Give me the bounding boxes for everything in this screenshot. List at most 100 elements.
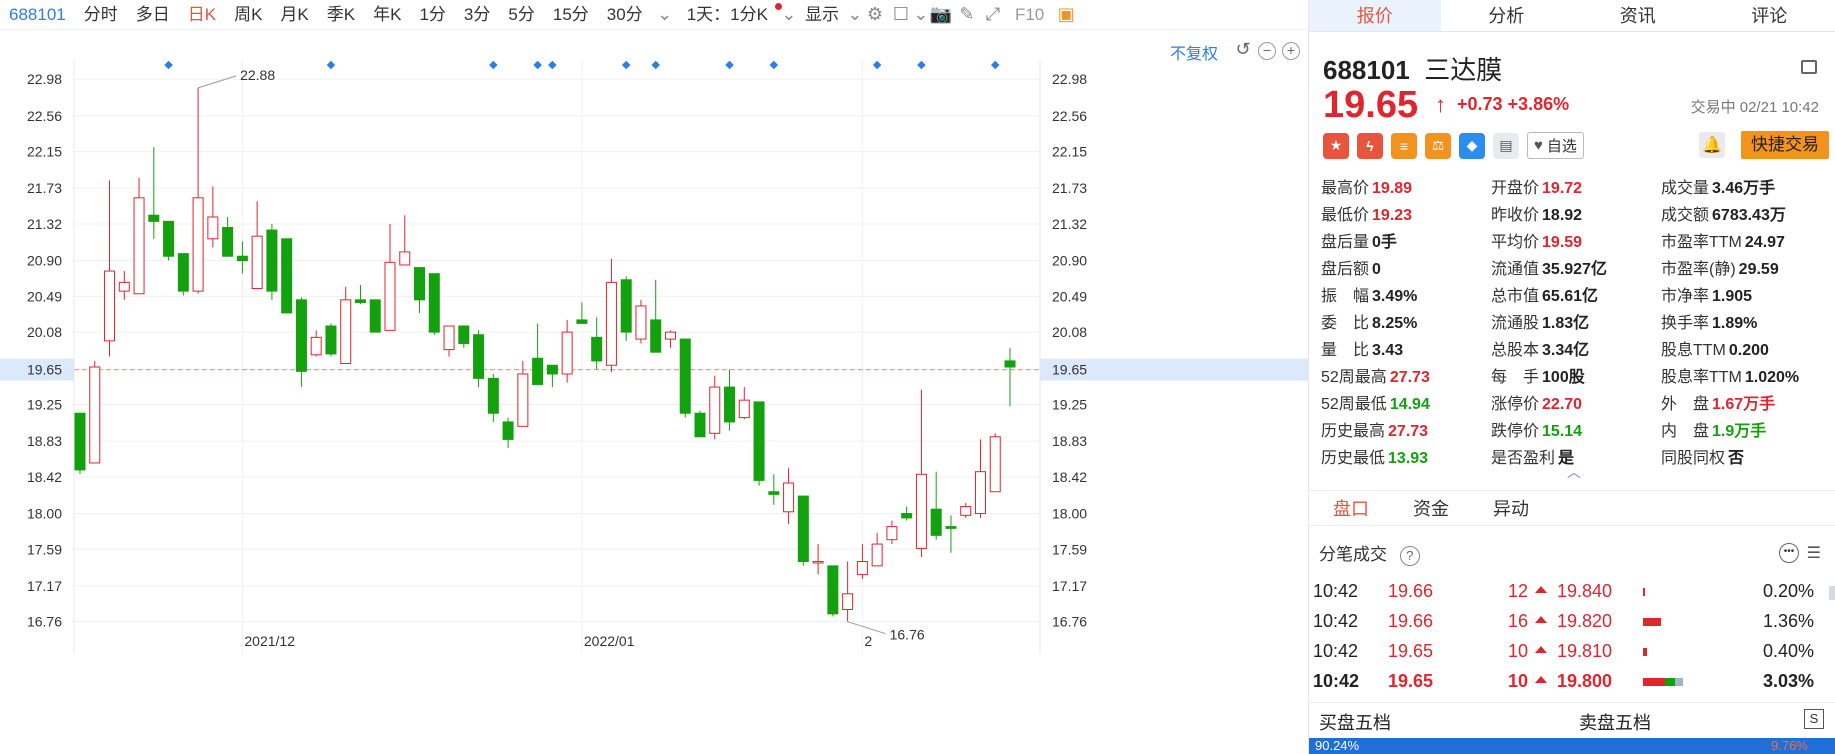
tick-ratio-bar <box>1643 648 1647 656</box>
stat-label: 是否盈利 <box>1491 449 1556 467</box>
stat-cell: 历史最低 13.93 <box>1321 444 1491 468</box>
candle-body <box>236 255 248 262</box>
stat-label: 成交额 <box>1661 206 1710 224</box>
adjust-mode-button[interactable]: 不复权 <box>1169 46 1218 63</box>
stat-value: 15.14 <box>1542 422 1583 440</box>
chevron-down-icon[interactable]: ⌄ <box>913 4 929 24</box>
camera-icon[interactable]: 📷 <box>929 4 953 24</box>
database-icon[interactable]: ≡ <box>1391 132 1417 159</box>
lightning-icon[interactable]: ϟ <box>1357 132 1383 159</box>
notes-icon[interactable]: ▤ <box>1493 132 1519 159</box>
stat-cell: 市盈率TTM 24.97 <box>1661 228 1831 252</box>
panel-tab[interactable]: 报价 <box>1309 0 1441 31</box>
kline-chart[interactable]: 不复权 ↺ − + 22.98 22.98 22.56 22.56 22.15 22.15… <box>0 34 1308 754</box>
period-tab[interactable]: 1分 <box>419 4 446 24</box>
sub-tab[interactable]: 异动 <box>1493 499 1529 519</box>
kline-svg: 22.98 22.98 22.56 22.56 22.15 22.15 21.73 21.73… <box>0 60 1308 654</box>
stat-cell: 最低价 19.23 <box>1321 201 1491 225</box>
stock-code: 688101 <box>1323 55 1410 85</box>
stat-value: 8.25% <box>1372 314 1418 332</box>
candle-body <box>443 325 455 351</box>
period-tab[interactable]: 5分 <box>508 4 535 24</box>
candle-body <box>591 336 603 362</box>
sub-tab[interactable]: 盘口 <box>1333 499 1369 519</box>
tag-icon[interactable]: ◆ <box>1459 132 1485 159</box>
y-tick-left: 22.15 <box>27 144 62 160</box>
period-tab[interactable]: 日K <box>187 4 217 24</box>
candle-body <box>222 226 234 257</box>
panel-tab[interactable]: 资讯 <box>1619 6 1656 26</box>
china-flag-icon[interactable]: ★ <box>1323 132 1349 159</box>
y-tick-left: 20.08 <box>27 324 62 340</box>
tick-price2: 19.800 <box>1557 671 1613 691</box>
candle-body <box>783 482 795 513</box>
y-tick-left: 22.56 <box>27 108 62 124</box>
interval-select[interactable]: 1天：1分K <box>686 4 768 24</box>
stat-label: 流通值 <box>1491 260 1540 278</box>
candle-body <box>384 261 396 331</box>
sub-tab[interactable]: 资金 <box>1413 499 1449 519</box>
candle-body <box>650 319 662 353</box>
scale-icon[interactable]: ⚖ <box>1425 132 1451 159</box>
period-tab[interactable]: 多日 <box>135 4 170 24</box>
candle-body <box>532 357 544 385</box>
quick-trade-button[interactable]: 快捷交易 <box>1741 131 1829 159</box>
panel-toggle-icon[interactable]: ▣ <box>1057 4 1075 24</box>
chevron-up-icon[interactable]: ︿ <box>1567 464 1581 480</box>
stat-cell: 成交量 3.46万手 <box>1661 174 1831 198</box>
stat-cell: 股息率TTM 1.020% <box>1661 363 1831 387</box>
settings-gear-icon[interactable]: ⚙ <box>866 4 884 24</box>
stat-value: 22.70 <box>1542 395 1583 413</box>
help-icon[interactable]: ? <box>1399 546 1420 566</box>
buy-five-label: 买盘五档 <box>1319 713 1391 733</box>
period-tab[interactable]: 分时 <box>83 4 118 24</box>
period-tab[interactable]: 周K <box>234 4 263 24</box>
stat-label: 涨停价 <box>1491 395 1540 413</box>
panel-tab[interactable]: 分析 <box>1488 6 1525 26</box>
chevron-down-icon[interactable]: ⌄ <box>847 4 863 24</box>
y-tick-right: 18.42 <box>1052 469 1087 485</box>
bell-icon[interactable]: 🔔 <box>1699 132 1725 158</box>
stat-cell: 盘后额 0 <box>1321 255 1491 279</box>
stat-row: 52周最高 27.73 每 手 100股 股息率TTM 1.020% <box>1321 361 1831 388</box>
period-tab[interactable]: 年K <box>373 4 402 24</box>
scrollbar-thumb[interactable] <box>1829 586 1835 600</box>
undo-icon[interactable]: ↺ <box>1235 39 1251 59</box>
period-tab[interactable]: 季K <box>326 4 356 24</box>
candle-body <box>473 334 485 379</box>
collapse-panel-icon[interactable] <box>1801 60 1817 74</box>
stat-label: 内 盘 <box>1661 422 1710 440</box>
watch-label: 自选 <box>1546 138 1577 155</box>
list-icon[interactable]: ☰ <box>1806 545 1821 562</box>
more-icon[interactable]: ••• <box>1779 543 1799 563</box>
candle-body <box>856 561 868 576</box>
stat-value: 0.200 <box>1728 341 1769 359</box>
stat-cell: 最高价 19.89 <box>1321 174 1491 198</box>
stat-row: 委 比 8.25% 流通股 1.83亿 换手率 1.89% <box>1321 307 1831 334</box>
period-tab[interactable]: 3分 <box>463 4 491 24</box>
zoom-in-icon[interactable]: + <box>1282 42 1300 60</box>
fullscreen-icon[interactable]: ⤢ <box>985 4 1001 24</box>
period-tab[interactable]: 30分 <box>606 4 643 24</box>
order-book-toggle-icon[interactable]: S <box>1804 709 1824 729</box>
chevron-down-icon[interactable]: ⌄ <box>781 4 797 24</box>
chevron-down-icon[interactable]: ⌄ <box>657 4 673 24</box>
y-tick-left: 16.76 <box>27 614 62 630</box>
stat-label: 历史最高 <box>1321 422 1386 440</box>
stat-cell: 总股本 3.34亿 <box>1491 336 1661 360</box>
panel-tab[interactable]: 评论 <box>1751 6 1788 26</box>
tick-time: 10:42 <box>1313 581 1359 601</box>
period-tab[interactable]: 15分 <box>552 4 589 24</box>
f10-button[interactable]: F10 <box>1014 4 1045 24</box>
display-menu[interactable]: 显示 <box>804 4 839 24</box>
stat-label: 成交量 <box>1661 179 1710 197</box>
pencil-icon[interactable]: ✎ <box>959 4 975 24</box>
period-tab[interactable]: 月K <box>280 4 309 24</box>
layout-square-icon[interactable]: ☐ <box>892 4 910 24</box>
zoom-out-icon[interactable]: − <box>1258 42 1276 60</box>
add-watchlist-button[interactable]: ♥ 自选 <box>1527 132 1584 159</box>
stat-cell: 量 比 3.43 <box>1321 336 1491 360</box>
price-tag-right <box>1040 358 1308 381</box>
candle-body <box>502 421 514 440</box>
stat-value: 6783.43万 <box>1712 206 1786 224</box>
